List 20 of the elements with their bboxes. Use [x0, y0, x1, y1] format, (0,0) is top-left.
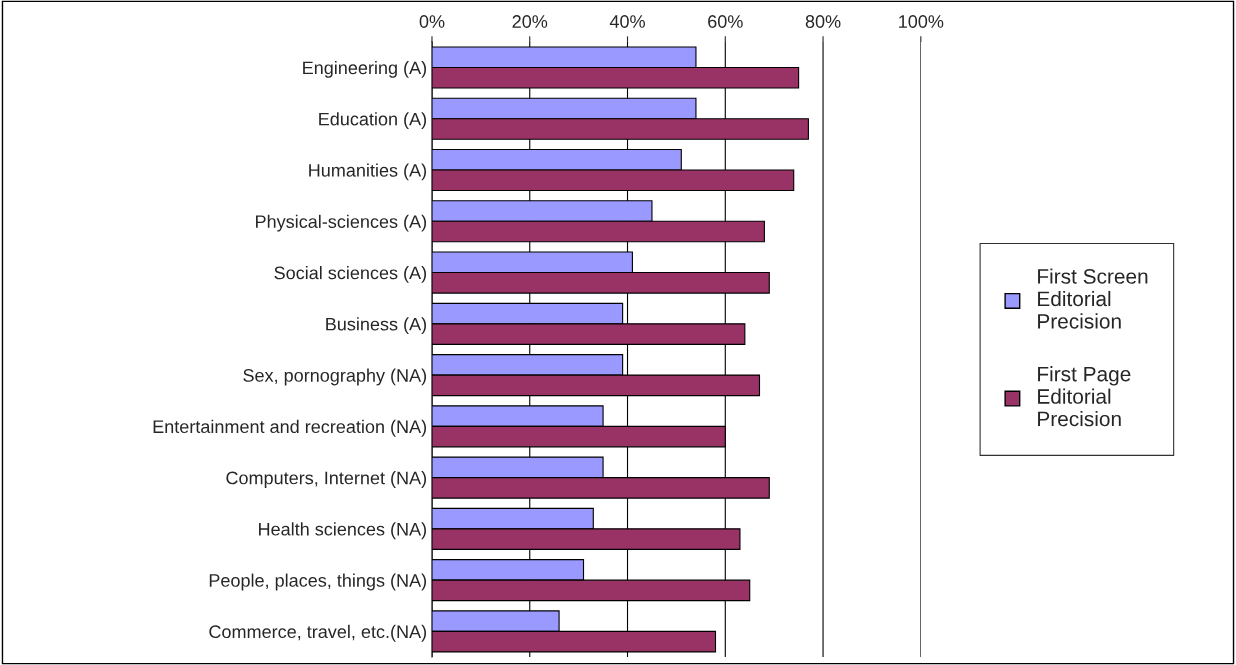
y-tick-label: Social sciences (A): [274, 266, 427, 283]
x-tick-label: 100%: [899, 15, 944, 28]
y-tick-label: Computers, Internet (NA): [226, 471, 427, 488]
x-tick-label: 80%: [805, 15, 841, 28]
y-tick-label: Education (A): [319, 112, 427, 130]
legend-label: First Page Editorial Precision: [1038, 366, 1131, 427]
y-tick-label: Engineering (A): [303, 60, 427, 78]
y-tick-label: Humanities (A): [309, 163, 427, 181]
y-tick-label: Physical-sciences (A): [256, 214, 427, 232]
legend-label: First Screen Editorial Precision: [1038, 268, 1148, 329]
x-tick-label: 60%: [708, 15, 743, 28]
y-tick-label: Sex, pornography (NA): [243, 368, 427, 386]
y-tick-label: People, places, things (NA): [209, 573, 427, 591]
x-tick-label: 20%: [512, 15, 548, 28]
y-tick-label: Business (A): [326, 317, 426, 335]
x-tick-label: 0%: [419, 15, 445, 28]
y-tick-label: Commerce, travel, etc.(NA): [209, 624, 427, 642]
y-tick-label: Health sciences (NA): [259, 522, 427, 540]
x-tick-label: 40%: [609, 15, 645, 28]
y-tick-label: Entertainment and recreation (NA): [153, 419, 427, 437]
